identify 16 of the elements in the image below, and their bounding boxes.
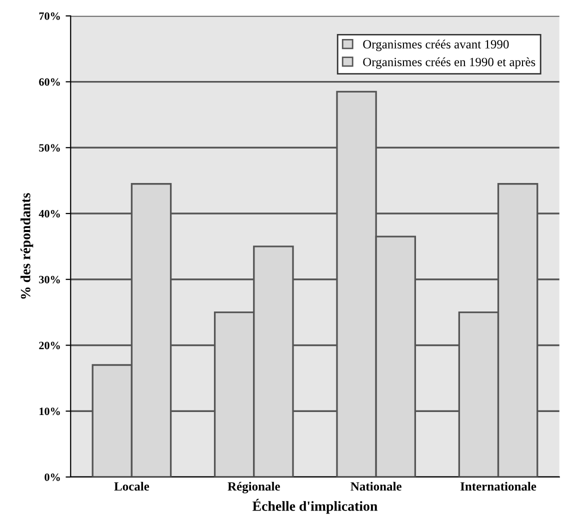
y-tick-label: 30% — [39, 276, 60, 284]
legend-label: Organismes créés avant 1990 — [363, 40, 509, 52]
x-tick-label: Nationale — [350, 482, 402, 491]
x-axis-title: Échelle d'implication — [252, 498, 378, 514]
x-tick-label: Locale — [114, 482, 150, 491]
y-axis-title: % des répondants — [20, 193, 34, 299]
y-tick-label: 0% — [44, 473, 60, 481]
legend-label: Organismes créés en 1990 et après — [363, 57, 536, 69]
x-tick-label: Régionale — [228, 482, 280, 494]
y-tick-label: 50% — [39, 144, 60, 152]
y-tick-label: 10% — [40, 408, 60, 416]
y-tick-label: 70% — [39, 12, 60, 20]
y-tick-label: 60% — [39, 78, 60, 86]
y-tick-label: 40% — [38, 210, 60, 218]
y-tick-label: 20% — [39, 342, 60, 350]
x-tick-label: Internationale — [460, 482, 536, 491]
